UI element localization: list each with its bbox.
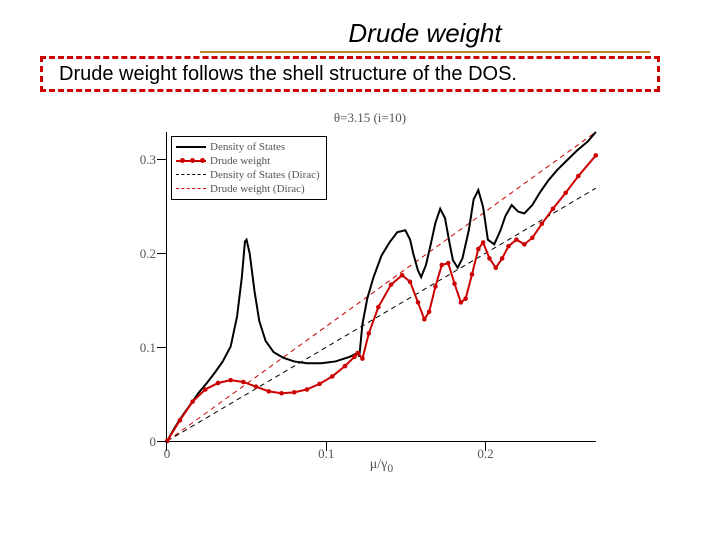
- y-tick-label: 0.1: [140, 340, 156, 356]
- x-tick-label: 0: [164, 446, 171, 462]
- callout-box: Drude weight follows the shell structure…: [40, 56, 660, 92]
- callout-text: Drude weight follows the shell structure…: [59, 63, 517, 86]
- y-tick-label: 0.3: [140, 152, 156, 168]
- x-tick-label: 0.1: [318, 446, 334, 462]
- chart-svg: [167, 132, 596, 441]
- plot-area: Density of StatesDrude weightDensity of …: [166, 132, 596, 442]
- y-tick-label: 0.2: [140, 246, 156, 262]
- x-axis-label: μ/γ0: [167, 457, 596, 475]
- y-tick-label: 0: [150, 434, 157, 450]
- page-title: Drude weight: [348, 18, 501, 48]
- chart: θ=3.15 (i=10) Density of StatesDrude wei…: [120, 110, 620, 480]
- x-tick-label: 0.2: [477, 446, 493, 462]
- chart-title: θ=3.15 (i=10): [120, 110, 620, 126]
- title-bar: Drude weight: [200, 18, 650, 53]
